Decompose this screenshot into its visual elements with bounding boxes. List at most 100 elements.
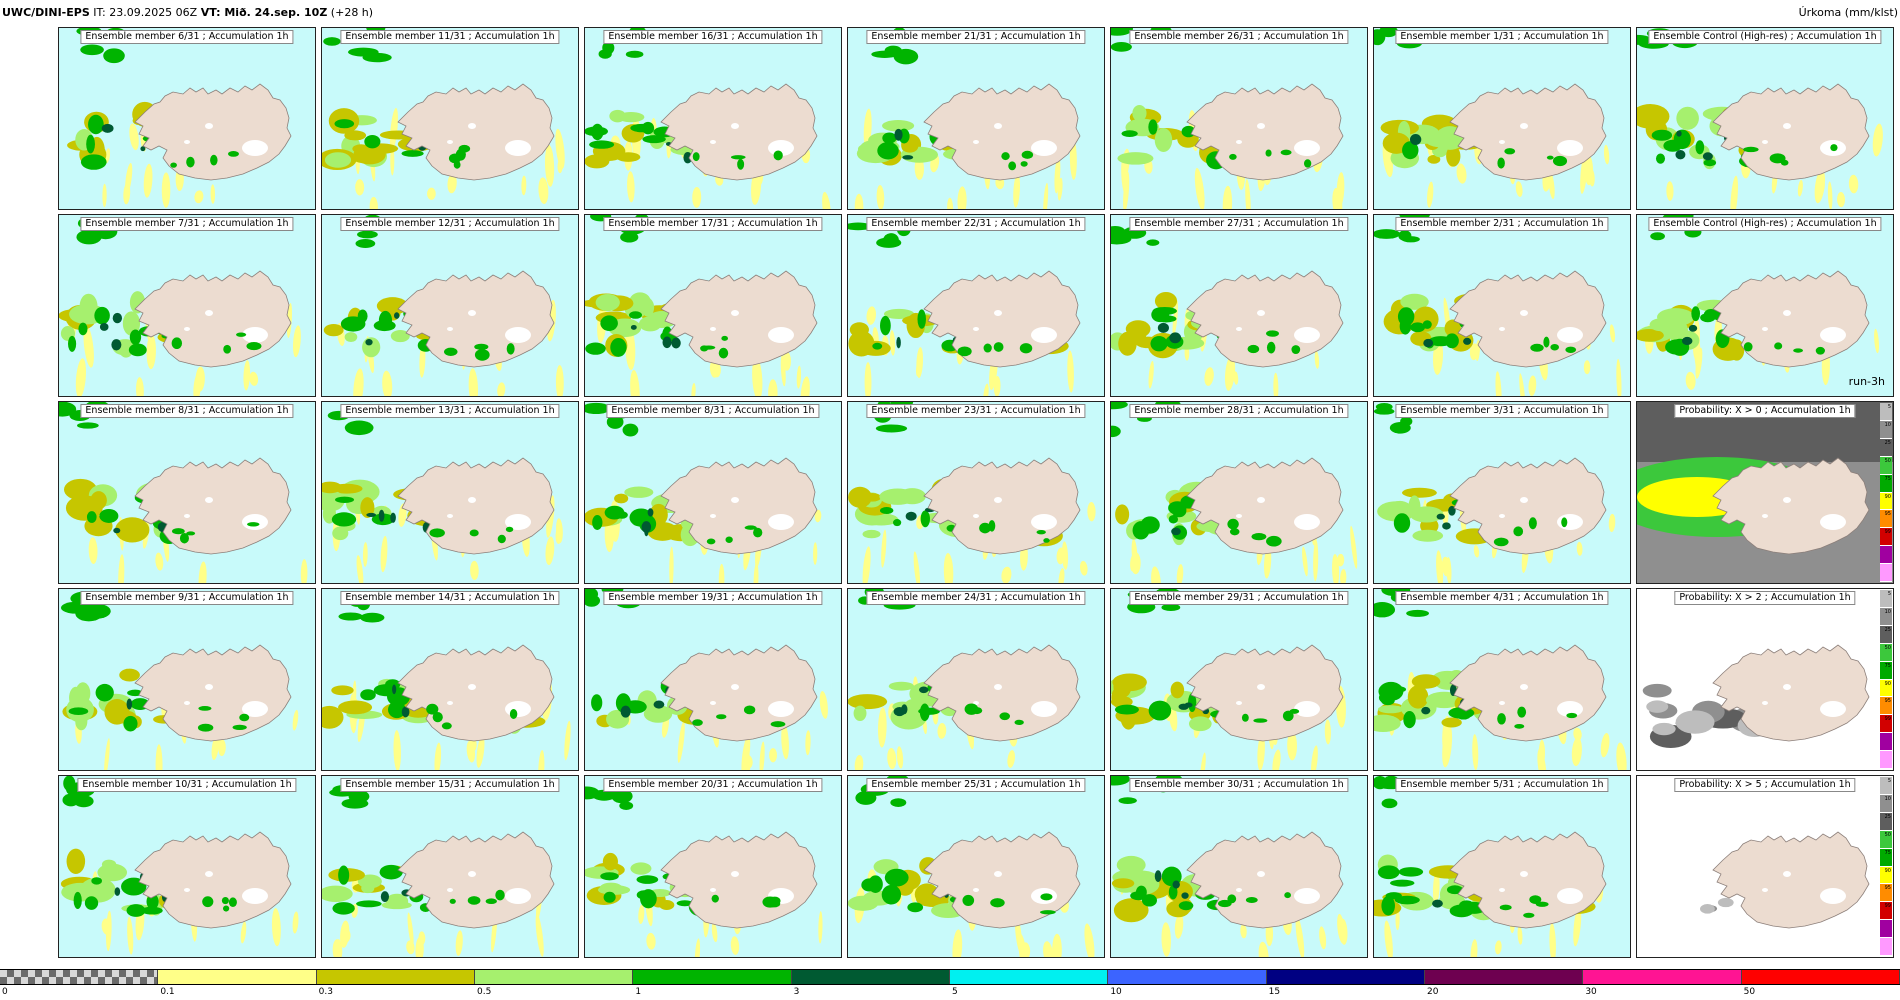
- glacier: [1236, 701, 1242, 705]
- precip-heavy: [1432, 899, 1443, 908]
- precip-core: [877, 141, 899, 160]
- precip-streak: [557, 159, 563, 174]
- precip-streak: [1257, 733, 1265, 770]
- prob-area: [1717, 897, 1734, 908]
- precip-land: [236, 332, 247, 337]
- precip-nw: [355, 239, 376, 248]
- precip-streak: [1573, 904, 1582, 947]
- precip-streak: [896, 746, 904, 769]
- precip-core: [378, 310, 393, 330]
- panel-title: Ensemble Control (High-res) ; Accumulati…: [1648, 217, 1882, 231]
- precip-heavy: [111, 339, 122, 351]
- legend-tick-label: 0.3: [318, 987, 333, 997]
- precip-heavy: [647, 508, 654, 517]
- precip-heavy: [1423, 338, 1434, 348]
- precip-area: [848, 694, 888, 710]
- panel-title: Ensemble member 14/31 ; Accumulation 1h: [340, 591, 560, 605]
- precip-land: [495, 889, 505, 901]
- precip-streak: [957, 186, 967, 209]
- precip-streak: [876, 185, 885, 209]
- precip-heavy: [1463, 337, 1472, 345]
- map-svg: [60, 591, 299, 770]
- precip-land: [223, 344, 232, 354]
- iceland-landmass: [660, 831, 818, 929]
- precip-core: [641, 121, 655, 135]
- precip-land: [246, 342, 262, 351]
- precip-land: [1504, 148, 1516, 155]
- precip-core: [1148, 119, 1158, 135]
- prob-colorbar: 5 10 25 50 75 90 95 99: [1880, 403, 1892, 583]
- precip-land: [962, 894, 975, 906]
- precip-streak: [1058, 568, 1065, 583]
- precip-streak: [1608, 513, 1616, 533]
- legend-tick-label: 10: [1110, 987, 1122, 997]
- map-svg: [67, 28, 292, 208]
- map-panel: Ensemble member 28/31 ; Accumulation 1h: [1110, 401, 1368, 584]
- precip-core: [642, 135, 666, 144]
- precip-streak: [497, 382, 506, 396]
- glacier: [973, 701, 979, 705]
- precip-nw: [1161, 603, 1181, 612]
- glacier: [1783, 871, 1791, 877]
- precip-streak: [1043, 182, 1049, 209]
- precip-streak: [1336, 172, 1345, 207]
- precip-streak: [104, 148, 111, 164]
- precip-land: [993, 342, 1004, 352]
- precip-streak: [447, 173, 457, 194]
- precip-area: [1116, 855, 1146, 875]
- precip-area: [323, 323, 344, 337]
- map-panel: Ensemble member 14/31 ; Accumulation 1h: [321, 588, 579, 771]
- map-panel: Ensemble member 8/31 ; Accumulation 1h: [58, 401, 316, 584]
- precip-area: [1112, 673, 1147, 692]
- legend-segment: [949, 970, 1109, 984]
- precip-core: [1148, 700, 1172, 721]
- precip-streak: [694, 938, 701, 957]
- precip-land: [1493, 537, 1509, 547]
- map-panel: Ensemble member 4/31 ; Accumulation 1h: [1373, 588, 1631, 771]
- precip-area: [848, 330, 875, 357]
- precip-land: [1743, 146, 1759, 153]
- precip-streak: [1084, 923, 1095, 957]
- precip-streak: [300, 559, 308, 583]
- precip-streak: [1616, 358, 1622, 396]
- precip-heavy: [662, 336, 672, 349]
- precip-core: [1655, 153, 1666, 164]
- precip-streak: [1666, 181, 1674, 201]
- precip-streak: [1436, 550, 1444, 583]
- panel-title: Ensemble member 21/31 ; Accumulation 1h: [866, 30, 1086, 44]
- map-panel: Ensemble member 27/31 ; Accumulation 1h: [1110, 214, 1368, 397]
- precip-core: [636, 875, 659, 884]
- precip-area: [360, 497, 375, 518]
- precip-streak: [393, 730, 401, 770]
- precip-core: [1135, 885, 1147, 899]
- glacier: [1557, 888, 1583, 904]
- map-svg: [585, 28, 831, 209]
- panel-title: Ensemble member 16/31 ; Accumulation 1h: [603, 30, 823, 44]
- map-svg: [59, 218, 301, 396]
- precip-streak: [692, 187, 702, 208]
- precip-streak: [1730, 175, 1739, 209]
- precip-land: [1043, 538, 1050, 543]
- precip-core: [1155, 315, 1177, 323]
- precip-nw: [1374, 602, 1396, 618]
- glacier: [973, 514, 979, 518]
- precip-streak: [194, 190, 204, 204]
- precip-streak: [1200, 752, 1206, 770]
- precip-streak: [669, 546, 674, 583]
- precip-nw: [357, 230, 378, 239]
- glacier: [1820, 888, 1846, 904]
- precip-nw: [871, 50, 898, 58]
- precip-core: [610, 337, 627, 357]
- glacier: [1294, 140, 1320, 156]
- precip-land: [467, 896, 481, 905]
- glacier: [710, 140, 716, 144]
- precip-streak: [362, 542, 368, 567]
- precip-streak: [913, 551, 921, 583]
- precip-streak: [887, 747, 897, 770]
- precip-streak: [1130, 553, 1137, 572]
- precip-land: [239, 713, 250, 722]
- precip-heavy: [1702, 152, 1713, 161]
- legend-tick-label: 0.5: [477, 987, 492, 997]
- map-svg: [322, 28, 565, 209]
- iceland-landmass: [1712, 270, 1870, 368]
